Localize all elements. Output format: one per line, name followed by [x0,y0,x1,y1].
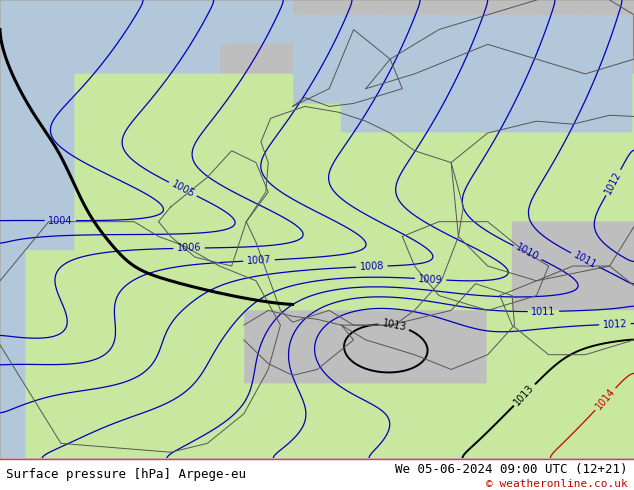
Text: 1009: 1009 [418,273,443,285]
Text: 1008: 1008 [359,261,384,272]
Text: 1005: 1005 [169,179,196,199]
Text: 1011: 1011 [531,306,556,317]
Text: 1013: 1013 [512,383,536,407]
Text: 1012: 1012 [602,318,628,330]
Text: 1007: 1007 [247,255,271,266]
Text: © weatheronline.co.uk: © weatheronline.co.uk [486,479,628,489]
Text: We 05-06-2024 09:00 UTC (12+21): We 05-06-2024 09:00 UTC (12+21) [395,463,628,476]
Text: 1012: 1012 [603,170,623,196]
Text: 1011: 1011 [572,250,598,270]
Text: 1006: 1006 [177,243,202,253]
Text: 1004: 1004 [48,216,73,225]
Text: Surface pressure [hPa] Arpege-eu: Surface pressure [hPa] Arpege-eu [6,468,247,481]
Text: 1013: 1013 [381,318,407,333]
Text: 1010: 1010 [514,243,541,263]
Text: 1014: 1014 [593,387,617,412]
